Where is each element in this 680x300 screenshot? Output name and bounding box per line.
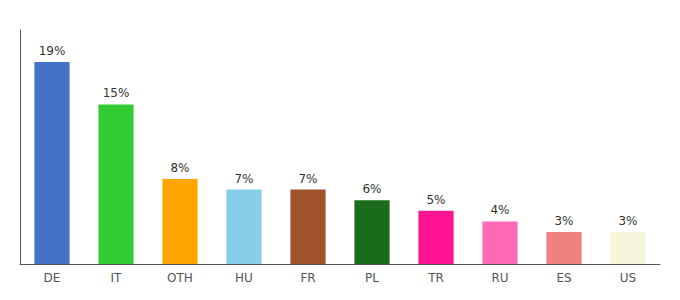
svg-text:3%: 3% (618, 214, 637, 228)
svg-text:IT: IT (111, 271, 123, 285)
svg-text:RU: RU (491, 271, 508, 285)
svg-text:3%: 3% (554, 214, 573, 228)
svg-text:7%: 7% (298, 172, 317, 186)
svg-text:FR: FR (300, 271, 315, 285)
svg-text:DE: DE (44, 271, 61, 285)
svg-text:7%: 7% (234, 172, 253, 186)
svg-text:4%: 4% (490, 203, 509, 217)
svg-text:ES: ES (556, 271, 571, 285)
svg-text:5%: 5% (426, 193, 445, 207)
svg-text:US: US (620, 271, 636, 285)
svg-text:15%: 15% (103, 86, 130, 100)
svg-text:TR: TR (427, 271, 444, 285)
svg-text:PL: PL (365, 271, 379, 285)
svg-text:HU: HU (235, 271, 253, 285)
svg-text:6%: 6% (362, 182, 381, 196)
svg-text:19%: 19% (39, 44, 66, 58)
svg-text:8%: 8% (170, 161, 189, 175)
svg-text:OTH: OTH (167, 271, 193, 285)
